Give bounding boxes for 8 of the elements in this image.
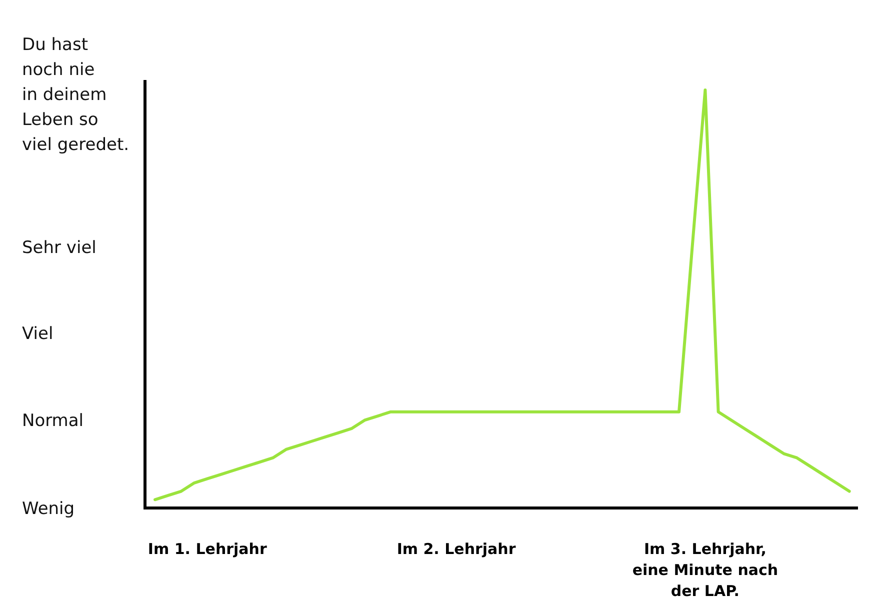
text: Du hast noch nie in deinem Leben so viel geredet.: [22, 35, 130, 155]
x-tick-label: Im 2. Lehrjahr: [396, 540, 516, 558]
text: Normal: [22, 411, 84, 431]
x-tick-label: Im 3. Lehrjahr, eine Minute nach der LAP.: [632, 540, 778, 600]
text: Wenig: [22, 499, 75, 519]
text: Sehr viel: [22, 238, 96, 258]
text: Viel: [22, 324, 54, 344]
x-tick-label: Im 1. Lehrjahr: [148, 540, 268, 558]
